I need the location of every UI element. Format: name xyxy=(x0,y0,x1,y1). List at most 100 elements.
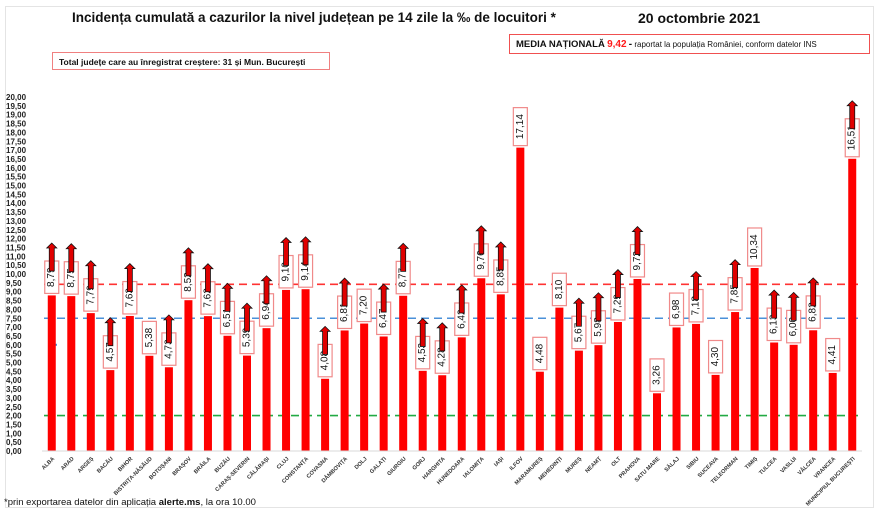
bar xyxy=(594,345,603,451)
x-tick-label: DOLJ xyxy=(354,456,369,471)
x-tick-label: GORJ xyxy=(412,456,427,471)
reference-lines xyxy=(44,283,862,417)
y-tick-label: 15,50 xyxy=(6,173,27,182)
bar xyxy=(457,337,466,451)
increase-arrow-icon xyxy=(787,291,800,321)
bar-group: 7,79 xyxy=(83,260,99,451)
value-label: 16,51 xyxy=(847,125,858,150)
bar xyxy=(711,374,720,451)
bar-group: 7,62 xyxy=(200,263,216,451)
value-label: 8,75 xyxy=(66,268,77,288)
value-label-box xyxy=(512,107,528,147)
y-tick-label: 15,00 xyxy=(6,182,27,191)
y-tick-label: 5,00 xyxy=(6,359,22,368)
y-tick-label: 5,50 xyxy=(6,350,22,359)
x-tick-label: BACĂU xyxy=(96,455,115,474)
x-tick-label: ARAD xyxy=(60,456,76,472)
national-average-dash: - xyxy=(628,39,633,50)
value-label-box xyxy=(825,337,841,372)
x-tick-label: TIMIȘ xyxy=(744,456,759,471)
bar-group: 6,13 xyxy=(766,289,782,451)
bar xyxy=(535,371,544,451)
national-average-note: raportat la populația României, conform … xyxy=(634,40,817,49)
value-label: 8,79 xyxy=(46,267,57,287)
chart-title: Incidența cumulată a cazurilor la nivel … xyxy=(72,10,556,25)
value-label: 6,98 xyxy=(671,299,682,319)
y-tick-label: 20,00 xyxy=(6,93,27,102)
y-tick-label: 11,50 xyxy=(6,243,26,252)
y-tick-label: 12,00 xyxy=(6,235,27,244)
y-tick-label: 1,00 xyxy=(6,429,22,438)
y-axis: 0,000,501,001,502,002,503,003,504,004,50… xyxy=(6,93,27,456)
increase-arrow-icon xyxy=(299,236,312,266)
y-tick-label: 18,00 xyxy=(6,128,27,137)
bar-group: 4,57 xyxy=(102,317,118,451)
y-tick-label: 9,50 xyxy=(6,279,22,288)
bar xyxy=(223,335,232,451)
increase-arrow-icon xyxy=(377,283,390,313)
bar xyxy=(86,313,95,451)
bar-group: 5,39 xyxy=(239,302,255,451)
bar-group: 6,94 xyxy=(258,275,275,451)
y-tick-label: 9,00 xyxy=(6,288,22,297)
value-label: 6,94 xyxy=(261,300,272,320)
y-tick-label: 18,50 xyxy=(6,120,27,129)
value-label: 7,85 xyxy=(730,284,741,304)
value-label-box xyxy=(551,272,567,307)
value-label: 6,00 xyxy=(788,316,799,336)
bar-group: 7,29 xyxy=(610,269,626,451)
bar xyxy=(47,295,56,451)
x-tick-label: TULCEA xyxy=(758,456,778,476)
y-tick-label: 0,00 xyxy=(6,447,22,456)
bar-group: 7,63 xyxy=(122,262,138,451)
y-tick-label: 13,50 xyxy=(6,208,27,217)
value-label: 4,57 xyxy=(105,342,116,362)
bar xyxy=(145,355,154,451)
value-label: 6,51 xyxy=(222,307,233,327)
bar xyxy=(496,294,505,451)
bar xyxy=(164,367,173,451)
y-tick-label: 10,00 xyxy=(6,270,27,279)
increase-arrow-icon xyxy=(397,242,410,272)
bar xyxy=(282,289,291,451)
value-label: 4,30 xyxy=(710,347,721,367)
increase-arrow-icon xyxy=(611,269,624,298)
bar-group: 8,10 xyxy=(551,272,567,451)
chart-date: 20 octombrie 2021 xyxy=(638,10,761,26)
value-label-box xyxy=(356,288,372,323)
increase-arrow-icon xyxy=(280,236,293,266)
bar-group: 4,48 xyxy=(532,336,548,451)
bar xyxy=(633,278,642,451)
bar xyxy=(672,327,681,451)
bar xyxy=(438,375,447,451)
x-tick-label: ILFOV xyxy=(509,456,525,472)
bar-group: 6,42 xyxy=(454,284,470,451)
y-tick-label: 12,50 xyxy=(6,226,27,235)
bar-group: 8,75 xyxy=(63,243,79,451)
value-label-box xyxy=(707,339,724,374)
bar xyxy=(613,321,622,451)
bar-group: 17,14 xyxy=(512,107,528,451)
bar-group: 5,98 xyxy=(590,292,607,451)
value-label: 4,48 xyxy=(534,343,545,363)
y-tick-label: 14,50 xyxy=(6,190,27,199)
value-label: 8,52 xyxy=(183,272,194,292)
y-tick-label: 6,00 xyxy=(6,341,22,350)
y-tick-label: 17,50 xyxy=(6,137,27,146)
x-tick-label: ARGEȘ xyxy=(77,456,95,474)
value-label: 5,39 xyxy=(242,327,253,347)
increase-arrow-icon xyxy=(162,314,175,344)
bar xyxy=(301,289,310,451)
bar-group: 7,18 xyxy=(688,270,704,451)
bar-group: 7,85 xyxy=(727,259,743,451)
bar-group: 16,51 xyxy=(844,100,860,451)
value-label: 9,10 xyxy=(281,262,292,282)
bar xyxy=(418,370,427,451)
increase-arrow-icon xyxy=(436,322,449,352)
bar xyxy=(809,330,818,451)
national-average-box: MEDIA NAȚIONALĂ 9,42 - raportat la popul… xyxy=(509,34,870,54)
increase-arrow-icon xyxy=(319,325,332,355)
y-tick-label: 1,50 xyxy=(6,420,22,429)
bar-group: 4,41 xyxy=(825,337,841,451)
increase-arrow-icon xyxy=(475,225,488,255)
